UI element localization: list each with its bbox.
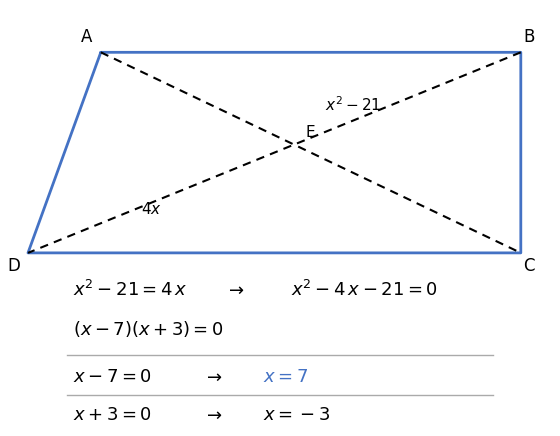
Text: C: C [524,257,535,275]
Text: A: A [81,28,92,46]
Text: $\rightarrow$: $\rightarrow$ [225,281,245,299]
Text: $x^2-4\,x-21=0$: $x^2-4\,x-21=0$ [291,280,438,300]
Text: $x-7=0$: $x-7=0$ [73,368,152,386]
Text: B: B [524,28,535,46]
Text: D: D [8,257,20,275]
Text: $4x$: $4x$ [141,201,162,217]
Text: $\rightarrow$: $\rightarrow$ [203,406,223,424]
Text: $x^2-21=4\,x$: $x^2-21=4\,x$ [73,280,188,300]
Text: $\rightarrow$: $\rightarrow$ [203,368,223,386]
Text: $x^2 - 21$: $x^2 - 21$ [325,95,381,114]
Text: E: E [305,126,315,140]
Text: $x=-3$: $x=-3$ [263,406,330,424]
Text: $(x-7)(x+3)=0$: $(x-7)(x+3)=0$ [73,319,223,339]
Text: $x=7$: $x=7$ [263,368,309,386]
Text: $x+3=0$: $x+3=0$ [73,406,152,424]
